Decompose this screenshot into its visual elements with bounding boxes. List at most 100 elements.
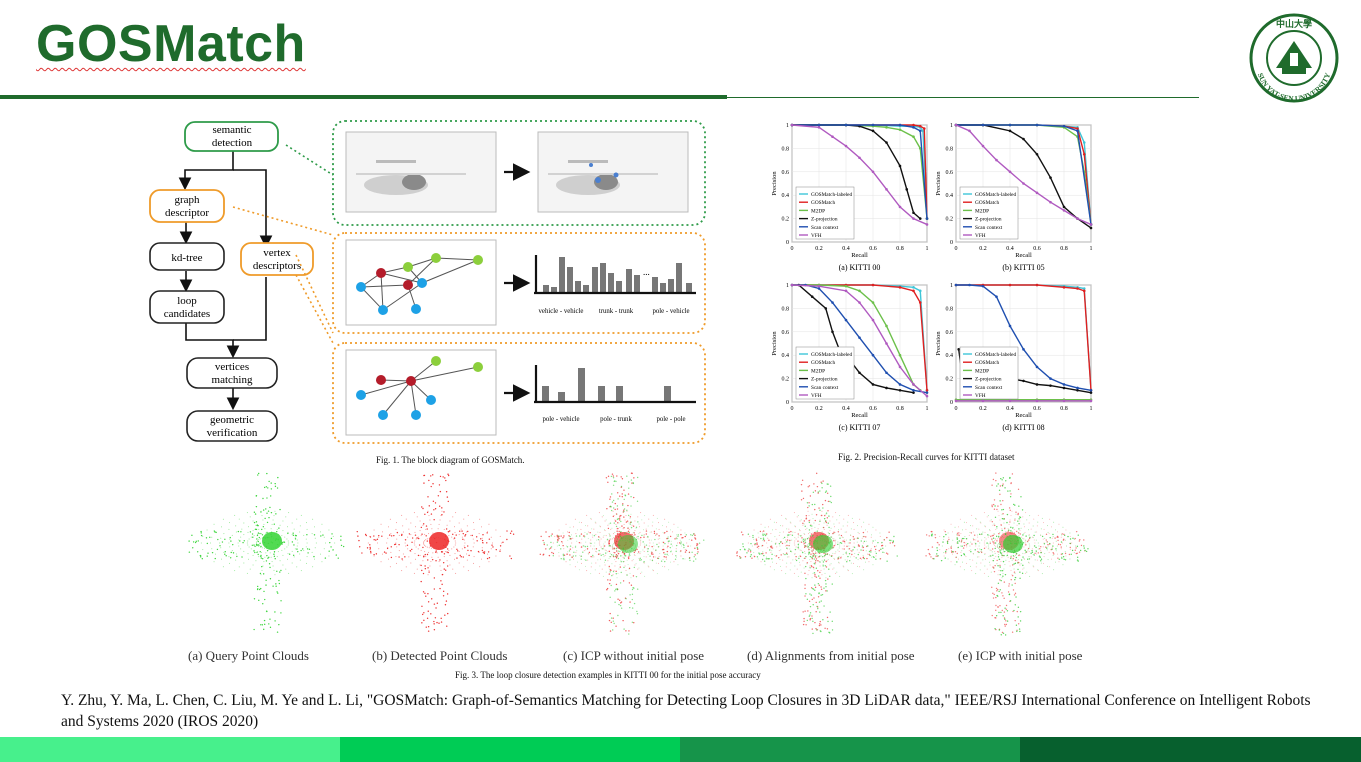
svg-text:kd-tree: kd-tree	[171, 252, 202, 264]
y-tick-label: 0.4	[782, 193, 790, 199]
data-point	[824, 307, 828, 310]
data-point	[1076, 127, 1079, 130]
data-point	[898, 164, 902, 168]
y-axis-label: Precision	[771, 331, 778, 356]
legend-entry: M2DP	[975, 208, 989, 214]
y-tick-label: 0.6	[946, 170, 954, 176]
legend-entry: GOSMatch-labeled	[975, 352, 1017, 358]
pr-panel-0: 00 0.2 0.2 0.4 0.4 0.6 0.6 0.8 0.8 1 1 Recall Precis…	[771, 123, 929, 272]
pr-panel-3: 00 0.2 0.2 0.4 0.4 0.6 0.6 0.8 0.8 1 1 Recall Precis…	[935, 283, 1093, 432]
svg-text:graph: graph	[174, 194, 200, 206]
data-point	[1076, 389, 1079, 392]
y-tick-label: 0	[950, 400, 953, 406]
data-point	[925, 223, 929, 226]
x-tick-label: 1	[1090, 246, 1093, 252]
series-line	[791, 124, 928, 226]
svg-text:...: ...	[643, 267, 650, 277]
histogram-2	[542, 368, 671, 402]
x-tick-label: 1	[926, 246, 929, 252]
histogram-bar	[600, 263, 606, 293]
data-point	[912, 389, 915, 392]
x-tick-label: 0	[791, 406, 794, 412]
data-point	[898, 383, 902, 386]
title-rule	[0, 95, 727, 99]
data-point	[810, 295, 814, 298]
svg-text:trunk - trunk: trunk - trunk	[599, 308, 634, 315]
data-point	[918, 217, 922, 220]
data-point	[925, 394, 929, 398]
data-point	[1089, 399, 1093, 403]
legend-entry: M2DP	[811, 368, 825, 374]
histogram-bar	[668, 279, 674, 293]
y-tick-label: 0.2	[946, 217, 954, 223]
x-axis-label: Recall	[1015, 252, 1032, 259]
data-point	[871, 318, 875, 322]
data-point	[1089, 223, 1093, 226]
x-axis-label: Recall	[851, 412, 868, 419]
data-point	[871, 353, 875, 357]
y-tick-label: 0	[950, 240, 953, 246]
histogram-bar	[686, 283, 692, 293]
y-tick-label: 0.2	[782, 217, 790, 223]
data-point	[1035, 152, 1039, 156]
pr-panel-2: 00 0.2 0.2 0.4 0.4 0.6 0.6 0.8 0.8 1 1 Recall Precis…	[771, 283, 929, 432]
data-point	[858, 301, 861, 304]
data-point	[885, 126, 888, 129]
data-point	[1076, 217, 1079, 220]
data-point	[1035, 365, 1039, 369]
data-point	[858, 289, 861, 293]
fig2-caption: Fig. 2. Precision-Recall curves for KITT…	[838, 452, 1015, 462]
data-point	[1076, 287, 1079, 290]
y-tick-label: 0.2	[946, 377, 954, 383]
data-point	[831, 330, 834, 334]
legend-entry: VFH	[975, 393, 986, 399]
legend-entry: VFH	[811, 233, 822, 239]
data-point	[1035, 283, 1039, 287]
data-point	[871, 129, 875, 133]
data-point	[885, 141, 888, 144]
y-tick-label: 0.8	[946, 306, 954, 312]
y-tick-label: 0.4	[946, 193, 954, 199]
histogram-bar	[559, 257, 565, 293]
title-rule-thin	[727, 97, 1199, 98]
histogram-bar	[583, 285, 589, 293]
svg-text:verification: verification	[207, 427, 258, 439]
histogram-bar	[567, 267, 573, 293]
data-point	[1008, 123, 1012, 127]
svg-text:descriptors: descriptors	[253, 260, 301, 272]
x-tick-label: 0.2	[815, 246, 823, 252]
legend-entry: GOSMatch-labeled	[811, 192, 853, 198]
data-point	[981, 123, 985, 127]
reference-citation: Y. Zhu, Y. Ma, L. Chen, C. Liu, M. Ye an…	[61, 692, 1311, 730]
x-tick-label: 0.4	[1006, 406, 1014, 412]
svg-text:candidates: candidates	[164, 308, 210, 320]
data-point	[981, 284, 985, 288]
fig3-label-b: (b) Detected Point Clouds	[372, 648, 508, 663]
data-point	[1062, 386, 1066, 390]
data-point	[1076, 129, 1079, 133]
data-point	[912, 123, 915, 127]
data-point	[831, 301, 834, 304]
point-cloud-0	[188, 472, 345, 633]
logo-chinese: 中山大學	[1276, 18, 1312, 29]
x-tick-label: 0.6	[1033, 246, 1041, 252]
data-point	[912, 391, 915, 394]
data-point	[925, 391, 929, 394]
data-point	[1082, 289, 1086, 293]
y-axis-label: Precision	[935, 171, 942, 196]
legend-entry: Z-projection	[811, 377, 838, 383]
footer-bar-1	[0, 737, 340, 762]
data-point	[1008, 324, 1012, 328]
x-tick-label: 0.6	[869, 246, 877, 252]
histogram-bar	[652, 277, 658, 293]
x-tick-label: 0.6	[1033, 406, 1041, 412]
data-point	[1049, 176, 1052, 179]
data-point	[921, 129, 925, 133]
data-point	[871, 123, 875, 127]
data-point	[817, 287, 821, 290]
x-tick-label: 0	[791, 246, 794, 252]
panel-caption: (b) KITTI 05	[1002, 263, 1044, 272]
data-point	[1049, 200, 1052, 204]
y-tick-label: 0.6	[946, 330, 954, 336]
data-point	[1008, 129, 1012, 133]
